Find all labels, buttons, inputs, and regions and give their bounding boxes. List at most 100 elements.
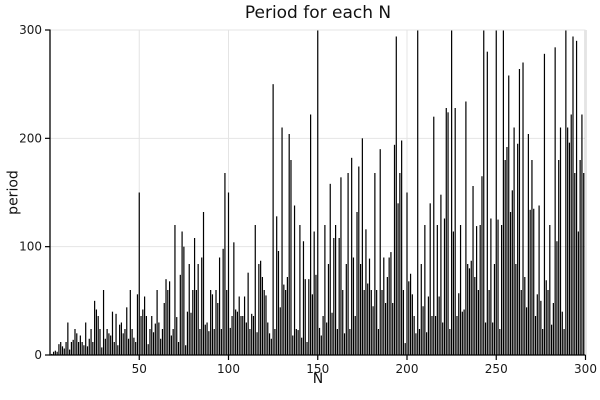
- bar: [390, 252, 392, 355]
- bar: [327, 264, 330, 355]
- bar: [77, 342, 80, 355]
- bar: [185, 345, 187, 355]
- bar: [170, 335, 172, 355]
- bar: [517, 143, 519, 355]
- bar: [333, 238, 335, 355]
- bar: [65, 342, 67, 355]
- bar: [292, 335, 294, 355]
- bar: [556, 241, 558, 355]
- bar: [165, 279, 167, 355]
- bar: [343, 333, 346, 355]
- x-tick-label: 100: [217, 362, 240, 376]
- bar: [545, 280, 547, 355]
- bar: [242, 316, 244, 355]
- bar: [420, 264, 422, 355]
- bar: [297, 330, 299, 355]
- bar: [135, 342, 137, 355]
- bar: [302, 241, 305, 355]
- bar: [363, 290, 365, 355]
- bar: [577, 231, 579, 355]
- bar: [58, 344, 60, 355]
- bar: [122, 333, 124, 355]
- bar: [575, 40, 578, 355]
- bar: [411, 294, 413, 355]
- bar: [561, 311, 563, 355]
- bar: [436, 225, 438, 355]
- bar: [558, 160, 560, 355]
- bar: [445, 108, 447, 355]
- bar: [310, 114, 312, 355]
- bar: [197, 264, 199, 355]
- bar: [454, 108, 456, 355]
- bar: [361, 138, 363, 355]
- bar: [295, 329, 297, 355]
- bar: [76, 333, 78, 355]
- bar: [508, 75, 510, 355]
- bar: [422, 306, 424, 355]
- bar: [158, 322, 160, 355]
- bar: [101, 347, 103, 355]
- bar: [406, 192, 408, 355]
- bar: [79, 335, 81, 355]
- bar: [88, 338, 90, 355]
- bar: [306, 342, 308, 355]
- bar: [351, 157, 353, 355]
- bar: [199, 329, 201, 355]
- bar: [368, 258, 371, 355]
- bar: [95, 309, 98, 355]
- bar: [247, 272, 249, 355]
- bar: [236, 311, 239, 355]
- bar: [526, 307, 528, 355]
- bar: [565, 30, 567, 355]
- bar: [249, 329, 251, 355]
- bar: [110, 335, 112, 355]
- bar: [279, 307, 281, 355]
- bar: [317, 30, 319, 355]
- bar: [218, 257, 221, 355]
- bar: [515, 264, 517, 355]
- bar: [379, 149, 381, 355]
- bar: [347, 173, 349, 355]
- bar: [117, 345, 119, 355]
- bar: [329, 183, 331, 355]
- bar: [108, 333, 110, 355]
- bar: [267, 322, 269, 355]
- bar: [188, 264, 190, 355]
- bar: [126, 307, 128, 355]
- bar: [172, 329, 174, 355]
- bar: [497, 219, 499, 355]
- bar: [393, 144, 396, 355]
- bar: [567, 127, 569, 355]
- bar: [483, 30, 485, 355]
- bar: [388, 257, 390, 355]
- bar: [431, 316, 433, 355]
- bar: [124, 329, 126, 355]
- bar: [61, 346, 64, 355]
- bar: [501, 225, 503, 355]
- bar: [324, 225, 326, 355]
- bar: [315, 274, 317, 355]
- bar: [56, 351, 58, 355]
- bar: [342, 290, 344, 355]
- bar: [274, 329, 276, 355]
- bar: [181, 231, 183, 355]
- bar: [72, 339, 74, 355]
- bar: [536, 294, 538, 355]
- bar: [227, 192, 230, 355]
- bar: [543, 53, 546, 355]
- bar: [127, 338, 130, 355]
- bar: [94, 300, 96, 355]
- bar: [104, 338, 106, 355]
- bar: [106, 329, 108, 355]
- bar: [538, 205, 540, 355]
- bar: [456, 316, 458, 355]
- bar: [518, 69, 521, 355]
- bar: [142, 309, 144, 355]
- bar: [479, 225, 481, 355]
- bar: [281, 127, 283, 355]
- bar: [540, 300, 542, 355]
- bar: [270, 338, 272, 355]
- bar: [413, 316, 415, 355]
- bar: [251, 313, 253, 355]
